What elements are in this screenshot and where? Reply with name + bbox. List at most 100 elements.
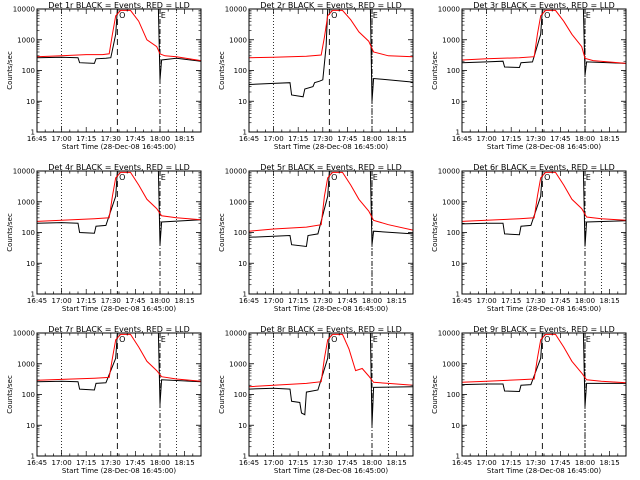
x-tick-label: 18:00 bbox=[362, 459, 382, 467]
panel-title: Det 2r BLACK = Events, RED = LLD bbox=[260, 1, 402, 10]
y-tick-label: 1000 bbox=[17, 360, 35, 368]
y-tick-label: 1000 bbox=[229, 198, 247, 206]
x-axis-label: Start Time (28-Dec-08 16:45:00) bbox=[487, 305, 601, 313]
panel-title: Det 5r BLACK = Events, RED = LLD bbox=[260, 163, 402, 172]
x-tick-label: 18:00 bbox=[150, 135, 170, 143]
x-axis: 16:45 17:00 17:15 17:30 17:45 18:00 18:15 bbox=[239, 333, 414, 467]
x-tick-label: 17:45 bbox=[550, 459, 570, 467]
y-tick-label: 10000 bbox=[225, 6, 247, 14]
series-line-lld bbox=[37, 171, 201, 222]
y-tick-label: 10 bbox=[26, 260, 35, 268]
series-line-events bbox=[37, 9, 201, 80]
y-axis-label: Counts/sec bbox=[431, 213, 439, 252]
x-tick-label: 17:00 bbox=[52, 297, 72, 305]
y-tick-label: 10000 bbox=[438, 6, 460, 14]
x-tick-label: 18:15 bbox=[387, 459, 407, 467]
x-tick-label: 16:45 bbox=[239, 297, 259, 305]
x-tick-label: 17:45 bbox=[550, 297, 570, 305]
x-tick-label: 18:15 bbox=[175, 297, 195, 305]
series-group bbox=[249, 9, 413, 102]
x-tick-label: 17:00 bbox=[477, 459, 497, 467]
annotation-label: E bbox=[373, 11, 378, 20]
y-axis-label: Counts/sec bbox=[218, 375, 226, 414]
x-tick-label: 17:45 bbox=[337, 297, 357, 305]
y-tick-label: 10 bbox=[238, 260, 247, 268]
x-tick-label: 18:15 bbox=[175, 135, 195, 143]
y-tick-label: 100 bbox=[447, 67, 460, 75]
panel-title: Det 8r BLACK = Events, RED = LLD bbox=[260, 325, 402, 334]
x-tick-label: 16:45 bbox=[27, 135, 47, 143]
series-group bbox=[37, 171, 201, 245]
y-tick-label: 10000 bbox=[225, 168, 247, 176]
x-tick-label: 17:15 bbox=[501, 135, 521, 143]
x-tick-label: 18:00 bbox=[150, 459, 170, 467]
x-tick-label: 17:00 bbox=[52, 135, 72, 143]
y-tick-label: 1000 bbox=[17, 198, 35, 206]
x-tick-label: 17:15 bbox=[501, 459, 521, 467]
x-axis-label: Start Time (28-Dec-08 16:45:00) bbox=[62, 143, 176, 151]
y-axis-label: Counts/sec bbox=[431, 51, 439, 90]
x-tick-label: 17:00 bbox=[264, 297, 284, 305]
x-tick-label: 17:30 bbox=[101, 135, 121, 143]
x-tick-label: 16:45 bbox=[452, 297, 472, 305]
y-tick-label: 1 bbox=[456, 291, 460, 299]
y-tick-label: 1 bbox=[31, 129, 35, 137]
y-axis-label: Counts/sec bbox=[6, 375, 14, 414]
series-group bbox=[37, 9, 201, 80]
y-tick-label: 10 bbox=[451, 260, 460, 268]
x-axis-label: Start Time (28-Dec-08 16:45:00) bbox=[62, 467, 176, 475]
panel-title: Det 9r BLACK = Events, RED = LLD bbox=[473, 325, 615, 334]
series-group bbox=[37, 333, 201, 404]
annotation-label: E bbox=[161, 173, 166, 182]
series-line-lld bbox=[462, 9, 626, 64]
x-tick-label: 18:15 bbox=[175, 459, 195, 467]
y-tick-label: 1 bbox=[243, 129, 247, 137]
y-tick-label: 100 bbox=[22, 67, 35, 75]
x-tick-label: 17:45 bbox=[550, 135, 570, 143]
x-tick-label: 16:45 bbox=[452, 135, 472, 143]
x-tick-label: 18:00 bbox=[575, 135, 595, 143]
y-axis-label: Counts/sec bbox=[218, 51, 226, 90]
x-axis-label: Start Time (28-Dec-08 16:45:00) bbox=[274, 143, 388, 151]
x-axis: 16:45 17:00 17:15 17:30 17:45 18:00 18:15 bbox=[27, 9, 202, 143]
x-tick-label: 17:15 bbox=[288, 459, 308, 467]
y-tick-label: 100 bbox=[22, 229, 35, 237]
x-axis-label: Start Time (28-Dec-08 16:45:00) bbox=[487, 467, 601, 475]
annotation-label: E bbox=[586, 11, 591, 20]
y-tick-label: 10000 bbox=[438, 330, 460, 338]
y-tick-label: 10000 bbox=[13, 6, 35, 14]
x-tick-label: 18:15 bbox=[600, 135, 620, 143]
series-group bbox=[462, 171, 626, 247]
y-tick-label: 1 bbox=[31, 291, 35, 299]
annotation-label: O bbox=[119, 11, 125, 20]
x-tick-label: 17:30 bbox=[313, 135, 333, 143]
x-tick-label: 18:15 bbox=[387, 135, 407, 143]
panel-title: Det 6r BLACK = Events, RED = LLD bbox=[473, 163, 615, 172]
annotation-label: O bbox=[119, 173, 125, 182]
x-axis-label: Start Time (28-Dec-08 16:45:00) bbox=[274, 467, 388, 475]
x-tick-label: 18:15 bbox=[387, 297, 407, 305]
x-tick-label: 17:45 bbox=[125, 459, 145, 467]
y-tick-label: 100 bbox=[234, 67, 247, 75]
x-tick-label: 16:45 bbox=[452, 459, 472, 467]
y-tick-label: 1000 bbox=[442, 360, 460, 368]
x-axis: 16:45 17:00 17:15 17:30 17:45 18:00 18:15 bbox=[452, 333, 627, 467]
annotation-label: E bbox=[586, 173, 591, 182]
y-axis: 1 10 100 1000 10000 bbox=[225, 330, 413, 461]
y-tick-label: 10 bbox=[451, 422, 460, 430]
y-tick-label: 10 bbox=[26, 422, 35, 430]
y-axis: 1 10 100 1000 10000 bbox=[13, 330, 201, 461]
x-tick-label: 17:00 bbox=[52, 459, 72, 467]
x-tick-label: 18:15 bbox=[600, 459, 620, 467]
series-group bbox=[249, 333, 413, 426]
series-group bbox=[462, 333, 626, 407]
y-tick-label: 10000 bbox=[225, 330, 247, 338]
x-tick-label: 17:15 bbox=[501, 297, 521, 305]
annotation-label: E bbox=[161, 11, 166, 20]
y-tick-label: 10000 bbox=[13, 330, 35, 338]
series-line-events bbox=[249, 171, 413, 248]
